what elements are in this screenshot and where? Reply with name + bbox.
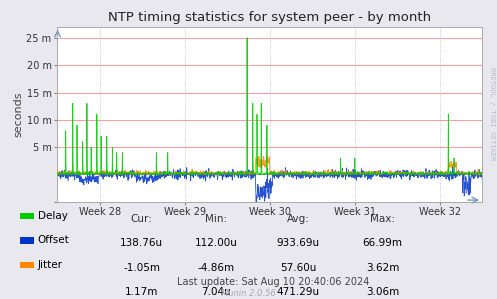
- Text: 138.76u: 138.76u: [120, 238, 163, 248]
- Text: 1.17m: 1.17m: [125, 287, 159, 297]
- Text: 933.69u: 933.69u: [277, 238, 320, 248]
- Text: RRDTOOL / TOBI OETIKER: RRDTOOL / TOBI OETIKER: [489, 67, 495, 160]
- Text: 3.06m: 3.06m: [366, 287, 399, 297]
- Text: Max:: Max:: [370, 214, 395, 224]
- Text: Cur:: Cur:: [131, 214, 153, 224]
- Text: Avg:: Avg:: [287, 214, 310, 224]
- Text: 66.99m: 66.99m: [363, 238, 403, 248]
- Text: 57.60u: 57.60u: [280, 263, 317, 273]
- Y-axis label: seconds: seconds: [14, 91, 24, 137]
- Text: Jitter: Jitter: [38, 260, 63, 270]
- Title: NTP timing statistics for system peer - by month: NTP timing statistics for system peer - …: [108, 11, 431, 24]
- Text: Min:: Min:: [205, 214, 227, 224]
- Text: Delay: Delay: [38, 211, 68, 221]
- Text: -4.86m: -4.86m: [198, 263, 235, 273]
- Text: Munin 2.0.56: Munin 2.0.56: [221, 289, 276, 298]
- Text: -1.05m: -1.05m: [123, 263, 160, 273]
- Text: 112.00u: 112.00u: [195, 238, 238, 248]
- Text: 471.29u: 471.29u: [277, 287, 320, 297]
- Text: 7.04u: 7.04u: [201, 287, 231, 297]
- Text: Offset: Offset: [38, 235, 70, 245]
- Text: Last update: Sat Aug 10 20:40:06 2024: Last update: Sat Aug 10 20:40:06 2024: [177, 277, 370, 287]
- Text: 3.62m: 3.62m: [366, 263, 400, 273]
